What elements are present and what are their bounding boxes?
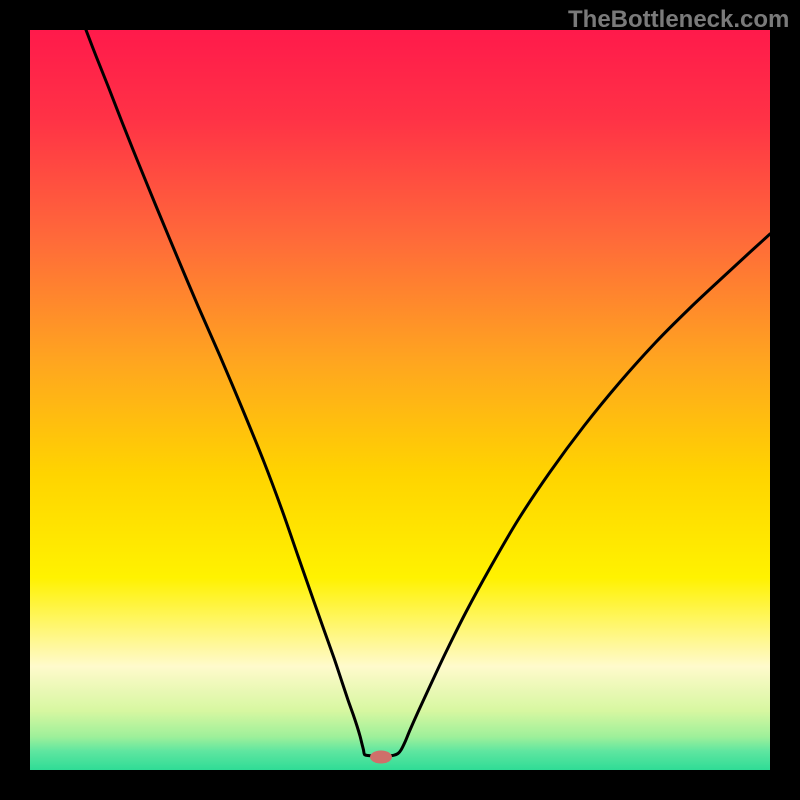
min-point-marker	[370, 751, 392, 764]
plot-area	[30, 30, 770, 770]
gradient-background	[30, 30, 770, 770]
chart-svg	[30, 30, 770, 770]
watermark-text: TheBottleneck.com	[568, 6, 789, 34]
